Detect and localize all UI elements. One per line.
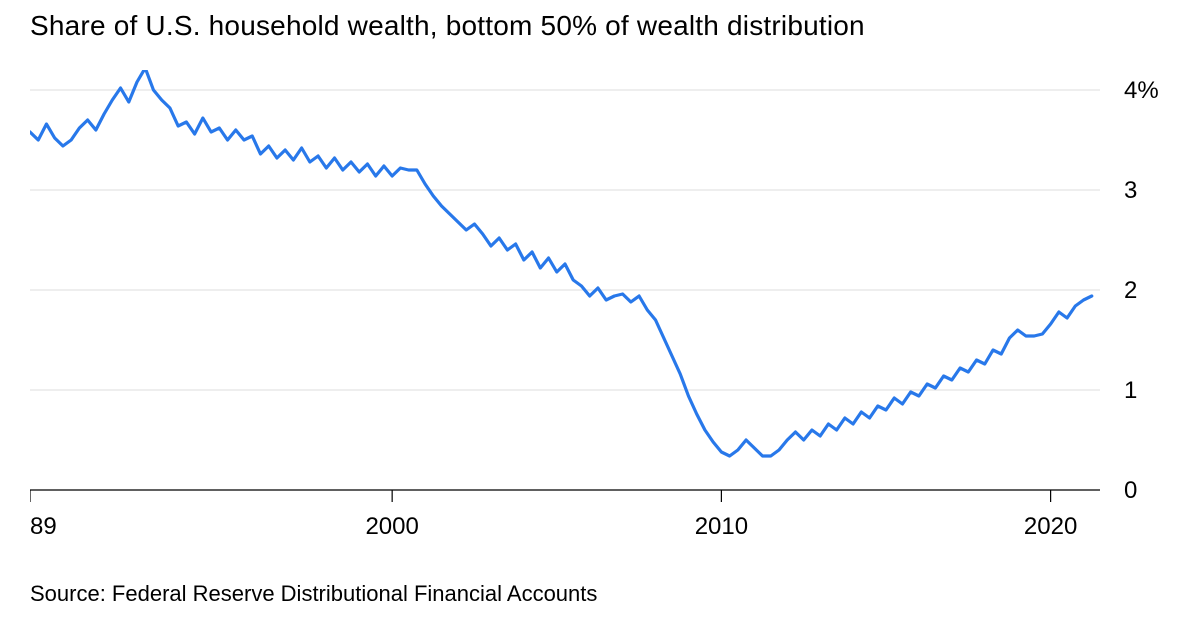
x-axis-label: 2020 <box>1024 513 1077 540</box>
y-axis-label: 1 <box>1124 377 1137 404</box>
chart-title: Share of U.S. household wealth, bottom 5… <box>30 10 865 42</box>
x-axis-label: 2010 <box>695 513 748 540</box>
data-line <box>30 70 1092 456</box>
y-axis-label: 4% <box>1124 77 1159 104</box>
source-attribution: Source: Federal Reserve Distributional F… <box>30 581 597 607</box>
chart-container: Share of U.S. household wealth, bottom 5… <box>0 0 1192 619</box>
x-axis-label: 2000 <box>365 513 418 540</box>
line-chart: 0 1 2 3 4% 1989 2000 2010 2020 <box>30 70 1170 560</box>
y-axis-label: 3 <box>1124 177 1137 204</box>
y-axis-label: 2 <box>1124 277 1137 304</box>
y-axis-label: 0 <box>1124 477 1137 504</box>
x-axis-label: 1989 <box>30 513 57 540</box>
